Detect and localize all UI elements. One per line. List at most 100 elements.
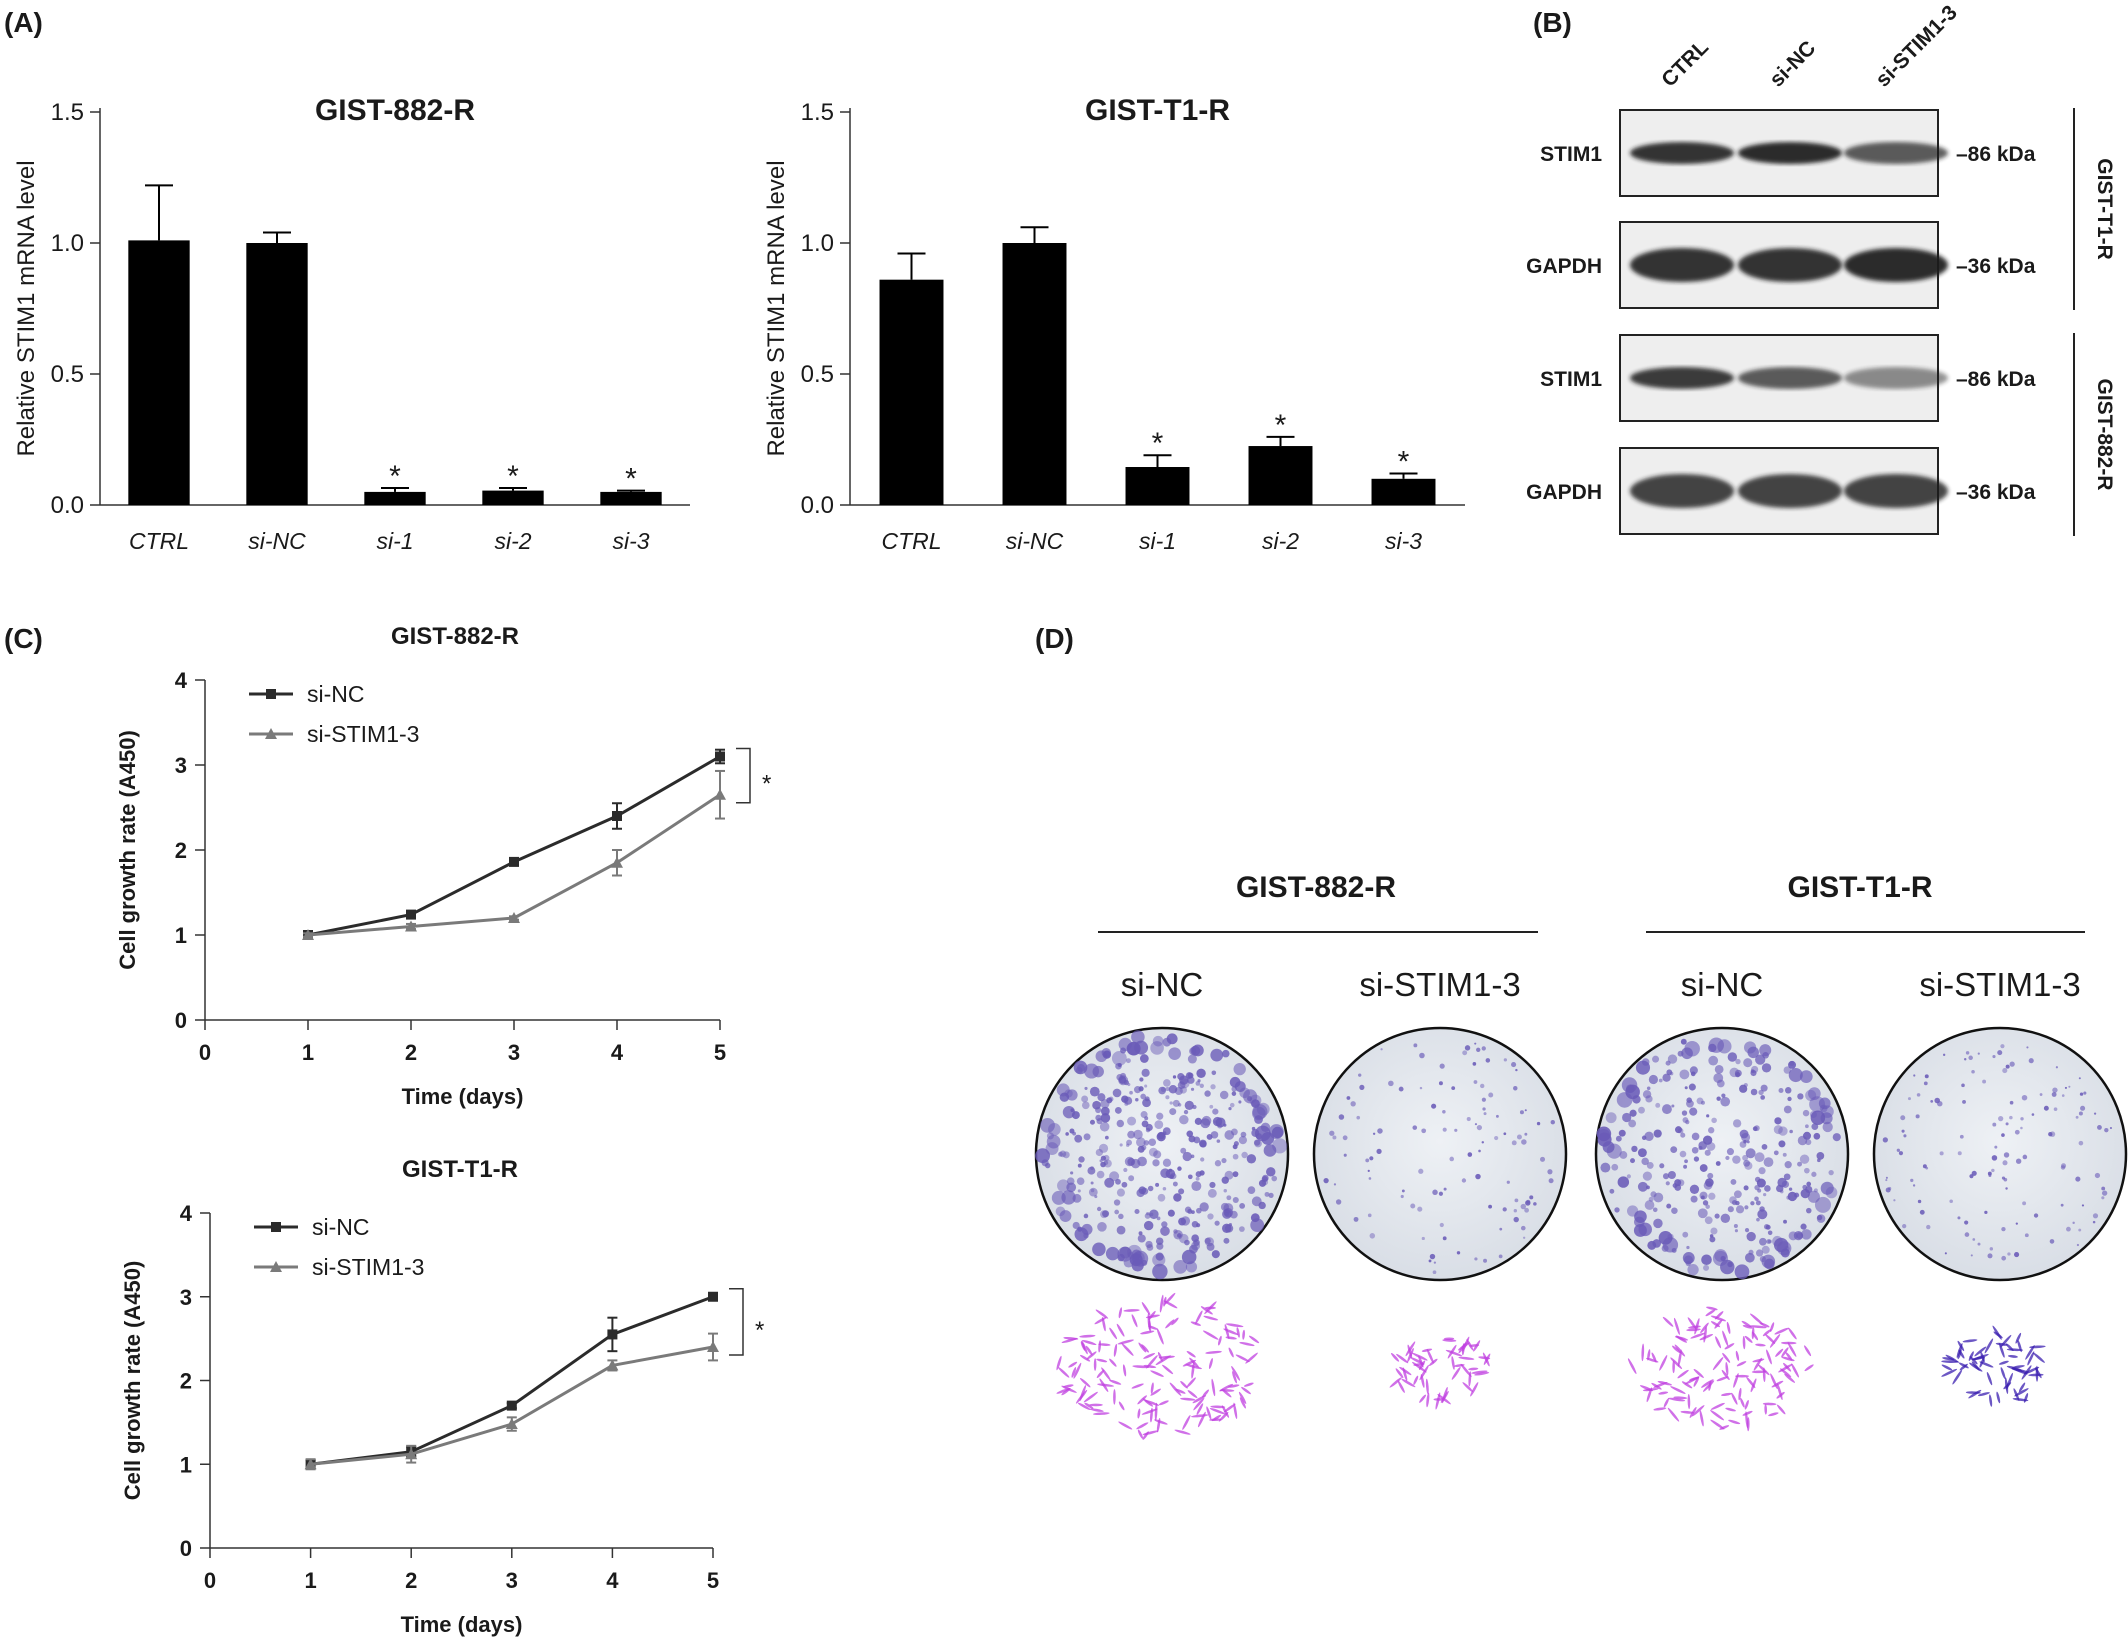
- colony-dot: [1254, 1115, 1263, 1124]
- protein-band: [1844, 142, 1948, 164]
- colony-dot: [1669, 1071, 1674, 1076]
- colony-dot: [1529, 1195, 1534, 1200]
- colony-dot: [1161, 1221, 1168, 1228]
- protein-band: [1738, 367, 1842, 389]
- colony-dot: [1168, 1047, 1181, 1060]
- colony-dot: [1628, 1119, 1637, 1128]
- colony-dot: [1179, 1078, 1190, 1089]
- colony-dot: [1141, 1068, 1150, 1077]
- colony-dot: [1653, 1218, 1663, 1229]
- stained-cell: [2015, 1332, 2022, 1344]
- stained-cell: [1740, 1397, 1745, 1408]
- x-tick-label: 3: [508, 1040, 520, 1065]
- stained-cell: [1098, 1340, 1102, 1353]
- colony-dot: [1778, 1088, 1784, 1094]
- colony-dot: [1136, 1188, 1145, 1198]
- colony-dot: [2028, 1058, 2034, 1064]
- colony-dot: [1680, 1132, 1686, 1138]
- colony-dot: [1714, 1213, 1720, 1219]
- colony-dot: [1658, 1230, 1673, 1245]
- colony-dot: [2043, 1105, 2049, 1111]
- colony-dot: [2001, 1226, 2006, 1232]
- colony-dot: [1127, 1251, 1134, 1259]
- stained-cell: [1171, 1317, 1179, 1326]
- stained-cell: [1180, 1380, 1188, 1389]
- stained-cell: [1774, 1327, 1789, 1335]
- x-tick-label: 5: [714, 1040, 726, 1065]
- colony-dot: [1816, 1214, 1826, 1223]
- colony-dot: [1677, 1128, 1684, 1134]
- stained-cell: [1766, 1349, 1772, 1365]
- stained-cell: [1443, 1337, 1455, 1341]
- stained-cell: [1141, 1344, 1149, 1353]
- colony-dot: [1750, 1201, 1755, 1206]
- stained-cell: [1731, 1392, 1738, 1405]
- colony-dot: [1095, 1148, 1103, 1157]
- colony-dot: [1750, 1069, 1755, 1074]
- colony-dot: [1090, 1181, 1094, 1185]
- stained-cell: [2004, 1377, 2009, 1394]
- colony-dot: [1077, 1189, 1081, 1193]
- stained-cell: [1235, 1354, 1250, 1363]
- condition-label: si-NC: [1121, 966, 1203, 1003]
- colony-dot: [2101, 1196, 2105, 1200]
- colony-dot: [1606, 1143, 1622, 1159]
- colony-dot: [1972, 1238, 1976, 1241]
- colony-dot: [2078, 1111, 2083, 1116]
- colony-dot: [1671, 1104, 1675, 1108]
- stained-cell: [1109, 1358, 1117, 1367]
- colony-dot: [1997, 1050, 2003, 1056]
- stained-cell: [1627, 1358, 1637, 1374]
- colony-dot: [1418, 1168, 1424, 1174]
- colony-dot: [1809, 1096, 1826, 1113]
- colony-dot: [1621, 1077, 1638, 1093]
- stained-cell: [1769, 1333, 1781, 1348]
- colony-dot: [1127, 1116, 1137, 1126]
- colony-dot: [2052, 1087, 2058, 1093]
- colony-dot: [1788, 1067, 1803, 1083]
- colony-dot: [1195, 1176, 1200, 1181]
- colony-dot: [1432, 1270, 1437, 1275]
- colony-dot: [1178, 1188, 1185, 1195]
- colony-dot: [1187, 1072, 1194, 1079]
- colony-dot: [1252, 1104, 1268, 1120]
- colony-dot: [1111, 1050, 1127, 1066]
- colony-dot: [1139, 1077, 1144, 1082]
- stained-cell: [1690, 1332, 1706, 1339]
- y-tick-label: 1.0: [801, 230, 834, 257]
- protein-band: [1738, 474, 1842, 508]
- colony-dot: [1250, 1218, 1265, 1233]
- stained-cell: [1460, 1363, 1472, 1378]
- colony-dot: [1715, 1161, 1721, 1166]
- stained-cell: [1433, 1398, 1445, 1401]
- stained-cell: [1186, 1350, 1196, 1358]
- x-tick-label: si-2: [1262, 528, 1299, 554]
- stained-cell: [1131, 1314, 1138, 1328]
- colony-dot: [1144, 1116, 1149, 1121]
- stained-cell: [1113, 1389, 1116, 1405]
- colony-dot: [1726, 1148, 1734, 1156]
- colony-dot: [1056, 1083, 1070, 1097]
- colony-dot: [1184, 1239, 1190, 1246]
- colony-dot: [1642, 1171, 1653, 1181]
- x-tick-label: si-NC: [248, 528, 306, 554]
- colony-dot: [1701, 1254, 1712, 1266]
- colony-dot: [1757, 1188, 1762, 1193]
- stained-cell: [1653, 1407, 1667, 1411]
- colony-dot: [1089, 1086, 1100, 1097]
- colony-dot: [1679, 1150, 1687, 1158]
- colony-dot: [1474, 1257, 1478, 1261]
- colony-dot: [1075, 1067, 1083, 1074]
- culture-plate: [1872, 1026, 2128, 1282]
- stained-cell: [1396, 1353, 1409, 1364]
- stained-cell: [1426, 1348, 1434, 1364]
- colony-dot: [1092, 1100, 1101, 1110]
- colony-dot: [1783, 1219, 1787, 1224]
- stained-cell: [1200, 1306, 1213, 1315]
- stained-cell: [1165, 1319, 1175, 1329]
- chart-title: GIST-T1-R: [402, 1156, 518, 1183]
- colony-dot: [1400, 1194, 1404, 1199]
- colony-dot: [1438, 1081, 1443, 1086]
- protein-band: [1630, 367, 1734, 389]
- panel-label-d: (D): [1035, 623, 1074, 654]
